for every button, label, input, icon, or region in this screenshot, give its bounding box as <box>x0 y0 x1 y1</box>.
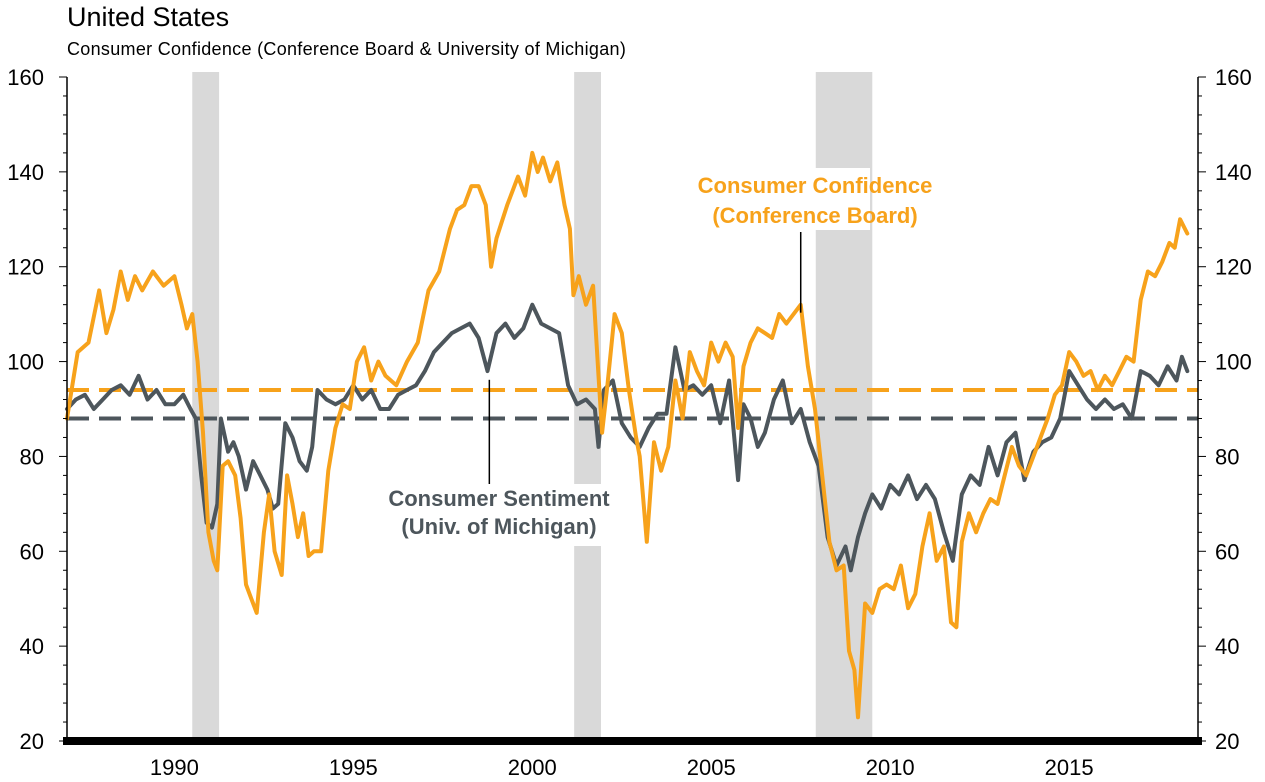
x-tick-label: 2005 <box>687 755 736 780</box>
y-tick-label-right: 40 <box>1215 634 1239 659</box>
y-tick-label-left: 40 <box>20 634 44 659</box>
series-line-sentiment <box>65 302 1190 573</box>
y-tick-label-right: 140 <box>1215 160 1252 185</box>
y-tick-label-left: 140 <box>7 160 44 185</box>
y-tick-label-right: 60 <box>1215 539 1239 564</box>
annotation-bg-2 <box>571 484 601 546</box>
axes: 20 20 40 40 60 60 80 80 100 100 120 120 140 140 160 160… <box>7 65 1251 780</box>
y-tick-label-left: 160 <box>7 65 44 90</box>
y-tick-label-left: 20 <box>20 729 44 754</box>
y-tick-label-left: 100 <box>7 350 44 375</box>
x-tick-label: 1990 <box>150 755 199 780</box>
x-tick-label: 1995 <box>329 755 378 780</box>
annotations: Consumer Confidence (Conference Board) Con… <box>388 168 932 546</box>
chart-title: United States <box>67 2 230 32</box>
y-tick-label-right: 160 <box>1215 65 1252 90</box>
x-axis-bar <box>63 737 1202 745</box>
y-tick-label-right: 100 <box>1215 350 1252 375</box>
y-tick-label-right: 20 <box>1215 729 1239 754</box>
x-tick-label: 2015 <box>1045 755 1094 780</box>
annotation-label-confidence-line-1: Consumer Confidence <box>698 173 933 198</box>
y-tick-label-left: 60 <box>20 539 44 564</box>
annotation-label-sentiment-line-1: Consumer Sentiment <box>388 486 610 511</box>
y-tick-label-right: 80 <box>1215 444 1239 469</box>
chart-subtitle: Consumer Confidence (Conference Board & … <box>67 39 627 59</box>
y-tick-label-left: 80 <box>20 444 44 469</box>
annotation-bg-1 <box>814 168 870 230</box>
x-tick-label: 2010 <box>866 755 915 780</box>
recession-band-2 <box>574 72 602 741</box>
series-line-confidence <box>65 150 1190 720</box>
y-tick-label-right: 120 <box>1215 255 1252 280</box>
series-lines <box>65 150 1190 720</box>
y-tick-label-left: 120 <box>7 255 44 280</box>
annotation-label-confidence-line-2: (Conference Board) <box>712 203 917 228</box>
annotation-label-sentiment-line-2: (Univ. of Michigan) <box>401 514 596 539</box>
x-tick-label: 2000 <box>508 755 557 780</box>
recession-band-1 <box>192 72 220 741</box>
